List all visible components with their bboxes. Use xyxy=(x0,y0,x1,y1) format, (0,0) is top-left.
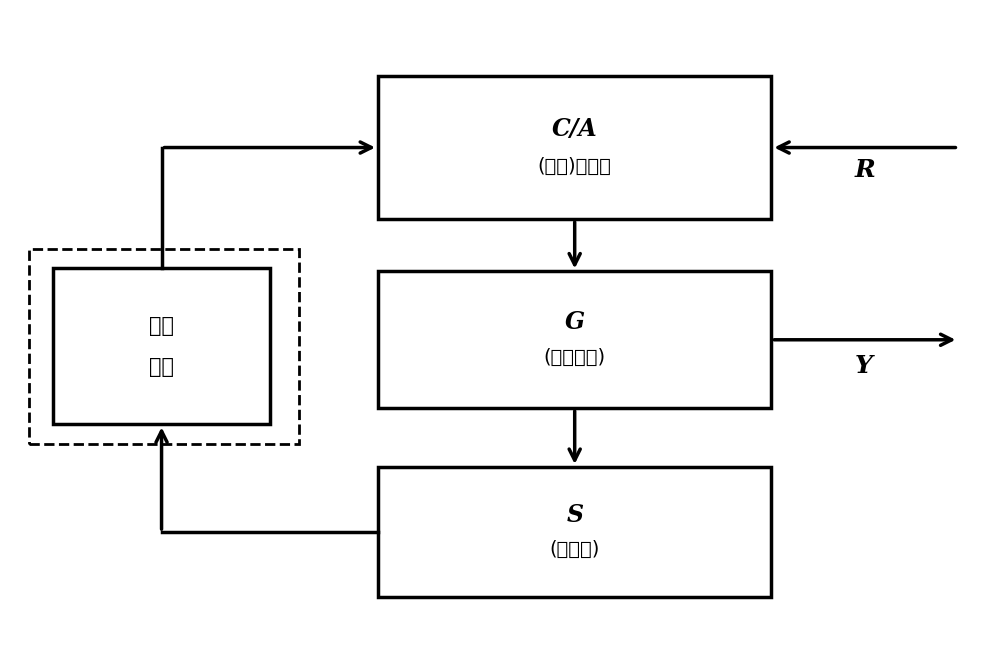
Text: (变送器): (变送器) xyxy=(550,539,600,558)
Text: (控制)执行器: (控制)执行器 xyxy=(538,156,612,176)
Bar xyxy=(54,268,270,424)
Text: R: R xyxy=(855,158,876,182)
Text: S: S xyxy=(566,503,583,527)
Text: C/A: C/A xyxy=(552,117,597,141)
Bar xyxy=(29,249,300,444)
Text: 网络: 网络 xyxy=(149,356,174,377)
Text: Y: Y xyxy=(855,354,873,378)
Text: (被控对象): (被控对象) xyxy=(544,348,606,367)
Bar xyxy=(378,76,772,219)
Text: G: G xyxy=(564,310,584,334)
Text: 反馈: 反馈 xyxy=(149,316,174,336)
Bar xyxy=(378,271,772,408)
Bar xyxy=(378,467,772,597)
